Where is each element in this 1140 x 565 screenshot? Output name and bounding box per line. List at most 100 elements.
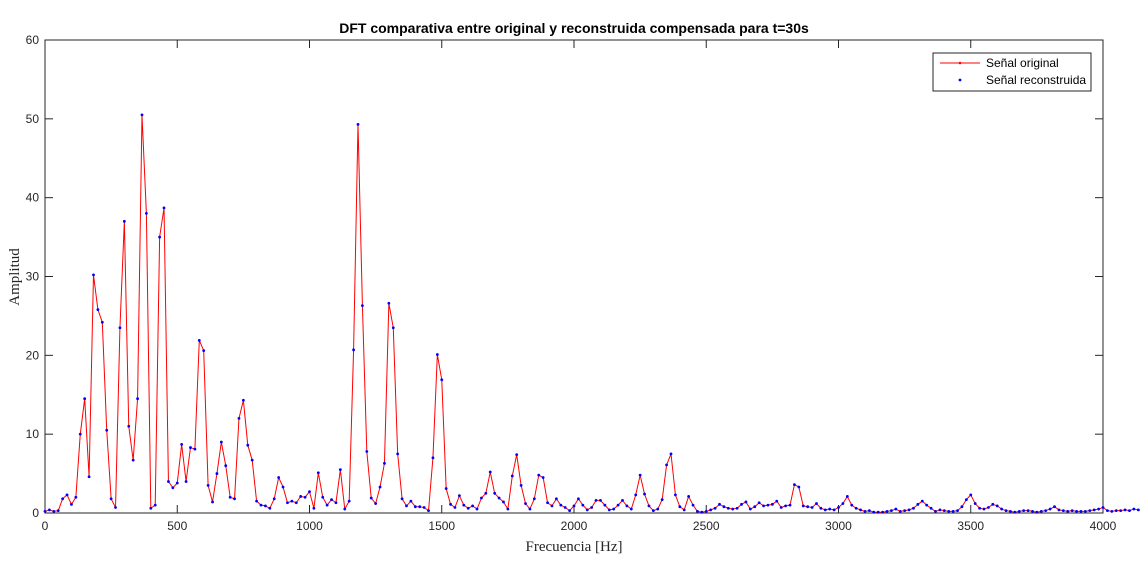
point-reconstructed: [546, 501, 549, 505]
point-reconstructed: [1097, 507, 1101, 511]
point-reconstructed: [383, 461, 386, 465]
point-reconstructed: [634, 493, 638, 497]
point-reconstructed: [898, 510, 902, 513]
point-reconstructed: [885, 510, 889, 513]
point-reconstructed: [480, 496, 483, 500]
point-reconstructed: [726, 506, 730, 510]
point-reconstructed: [987, 506, 990, 509]
point-reconstructed: [1083, 510, 1087, 513]
point-reconstructed: [444, 487, 448, 490]
point-reconstructed: [859, 508, 862, 512]
point-reconstructed: [964, 498, 968, 501]
point-reconstructed: [497, 496, 501, 500]
point-reconstructed: [1079, 510, 1083, 513]
point-reconstructed: [259, 503, 263, 507]
y-tick-label: 40: [26, 191, 40, 205]
point-reconstructed: [202, 349, 206, 352]
point-reconstructed: [431, 456, 435, 460]
point-reconstructed: [189, 446, 192, 449]
point-reconstructed: [867, 509, 871, 513]
point-reconstructed: [462, 503, 466, 507]
legend[interactable]: Señal original Señal reconstruida: [932, 52, 1092, 92]
point-reconstructed: [233, 497, 236, 501]
point-reconstructed: [250, 458, 254, 462]
point-reconstructed: [347, 499, 351, 503]
point-reconstructed: [942, 509, 946, 513]
point-reconstructed: [400, 497, 404, 501]
point-reconstructed: [1031, 510, 1034, 513]
point-reconstructed: [519, 484, 523, 487]
point-reconstructed: [920, 499, 924, 503]
point-reconstructed: [374, 502, 378, 505]
point-reconstructed: [612, 507, 616, 511]
point-reconstructed: [660, 498, 664, 501]
point-reconstructed: [907, 508, 911, 512]
point-reconstructed: [144, 212, 148, 215]
point-reconstructed: [510, 474, 514, 478]
point-reconstructed: [158, 235, 162, 239]
point-reconstructed: [105, 428, 109, 432]
y-tick-label: 20: [26, 348, 40, 362]
point-reconstructed: [995, 504, 999, 508]
y-tick-label: 30: [26, 270, 40, 284]
point-reconstructed: [969, 493, 973, 497]
point-reconstructed: [806, 505, 810, 509]
point-reconstructed: [74, 495, 78, 499]
point-reconstructed: [361, 304, 364, 308]
point-reconstructed: [96, 308, 100, 312]
point-reconstructed: [184, 480, 188, 483]
point-reconstructed: [114, 506, 117, 509]
point-reconstructed: [704, 510, 708, 513]
point-reconstructed: [109, 497, 113, 501]
point-reconstructed: [197, 338, 201, 342]
point-reconstructed: [241, 398, 245, 402]
point-reconstructed: [1088, 509, 1092, 513]
legend-marker-original: [958, 61, 962, 65]
point-reconstructed: [136, 397, 139, 401]
point-reconstructed: [515, 453, 519, 457]
point-reconstructed: [396, 452, 400, 456]
point-reconstructed: [70, 502, 73, 506]
point-reconstructed: [656, 507, 660, 511]
point-reconstructed: [682, 508, 686, 512]
point-reconstructed: [819, 506, 823, 510]
point-reconstructed: [740, 502, 743, 506]
point-reconstructed: [484, 491, 488, 495]
point-reconstructed: [294, 501, 298, 505]
point-reconstructed: [1092, 508, 1096, 512]
point-reconstructed: [563, 506, 567, 509]
point-reconstructed: [1044, 509, 1048, 513]
point-reconstructed: [122, 219, 126, 223]
point-reconstructed: [863, 510, 867, 513]
point-reconstructed: [435, 353, 439, 356]
point-reconstructed: [713, 506, 717, 510]
point-reconstructed: [1026, 509, 1030, 513]
point-reconstructed: [268, 506, 272, 510]
point-reconstructed: [1128, 509, 1131, 513]
point-reconstructed: [65, 493, 69, 497]
point-reconstructed: [770, 502, 774, 506]
point-reconstructed: [554, 497, 558, 501]
point-reconstructed: [903, 509, 907, 513]
point-reconstructed: [788, 503, 792, 507]
point-reconstructed: [118, 326, 122, 330]
point-reconstructed: [52, 510, 56, 513]
point-reconstructed: [1075, 510, 1078, 513]
point-reconstructed: [1000, 507, 1004, 511]
point-reconstructed: [206, 484, 210, 487]
point-reconstructed: [1110, 510, 1114, 513]
point-reconstructed: [938, 508, 942, 512]
x-tick-label: 500: [167, 519, 187, 533]
point-reconstructed: [779, 506, 783, 509]
x-tick-label: 4000: [1090, 519, 1117, 533]
plot-area: [44, 39, 1104, 514]
point-reconstructed: [219, 440, 223, 444]
point-reconstructed: [594, 498, 598, 502]
point-reconstructed: [881, 510, 884, 514]
point-reconstructed: [1119, 509, 1123, 513]
point-reconstructed: [678, 505, 682, 509]
y-tick-label: 0: [32, 506, 39, 520]
x-tick-label: 1000: [296, 519, 323, 533]
